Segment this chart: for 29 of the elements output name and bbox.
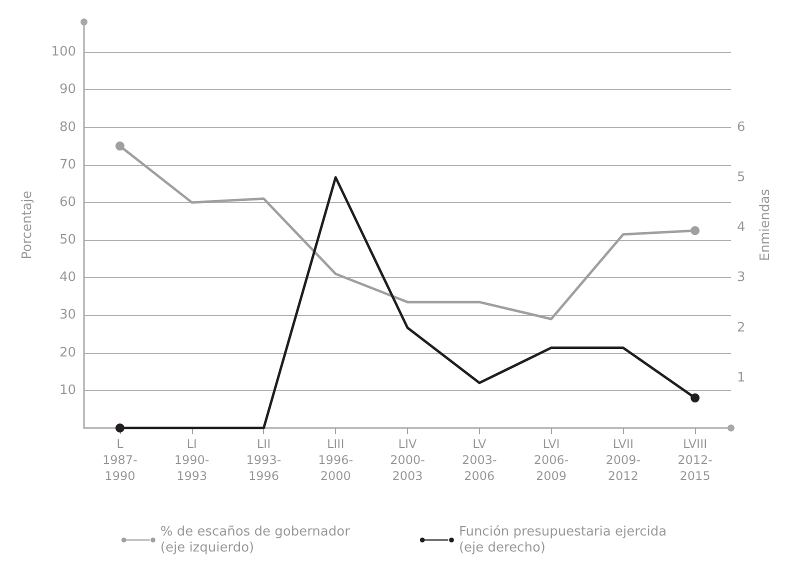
x-tick-label: LI 1990- 1993	[174, 437, 210, 483]
y-tick-label: 40	[59, 270, 76, 286]
y-tick-label: 30	[59, 308, 76, 323]
x-tick-label: LII 1993- 1996	[246, 437, 282, 483]
y-axis-title: Porcentaje	[20, 190, 35, 260]
y-tick-label: 60	[59, 194, 76, 210]
x-tick-label: LIV 2000- 2003	[390, 437, 425, 483]
legend-label: Función presupuestaria ejercida (eje derecho)	[458, 524, 667, 556]
y-tick-label: 10	[59, 382, 76, 398]
y-tick-label: 70	[59, 157, 76, 172]
y-tick-label: 90	[59, 82, 76, 98]
x-tick-label: L 1987- 1990	[102, 437, 138, 483]
y-tick-label: 100	[51, 44, 76, 60]
x-tick-label: LVIII 2012- 2015	[678, 437, 712, 483]
y-tick-label: 50	[59, 232, 76, 248]
y-tick-label: 80	[59, 120, 76, 135]
y2-tick-label: 2	[737, 320, 746, 336]
legend-label: % de escaños de gobernador (eje izquierdo)	[160, 524, 351, 556]
x-tick-label: LIII 1996- 2000	[318, 437, 354, 483]
y-tick-label: 20	[59, 345, 76, 360]
x-tick-label: LV 2003- 2006	[462, 437, 497, 483]
x-tick-label: LVI 2006- 2009	[534, 437, 569, 483]
x-tick-label: LVII 2009- 2012	[606, 437, 641, 483]
y2-tick-label: 6	[737, 120, 746, 135]
y2-tick-label: 1	[737, 370, 746, 386]
y2-axis-title: Enmiendas	[758, 188, 773, 261]
y2-tick-label: 4	[737, 220, 746, 236]
y2-tick-label: 3	[737, 270, 746, 286]
y2-tick-label: 5	[737, 170, 746, 185]
